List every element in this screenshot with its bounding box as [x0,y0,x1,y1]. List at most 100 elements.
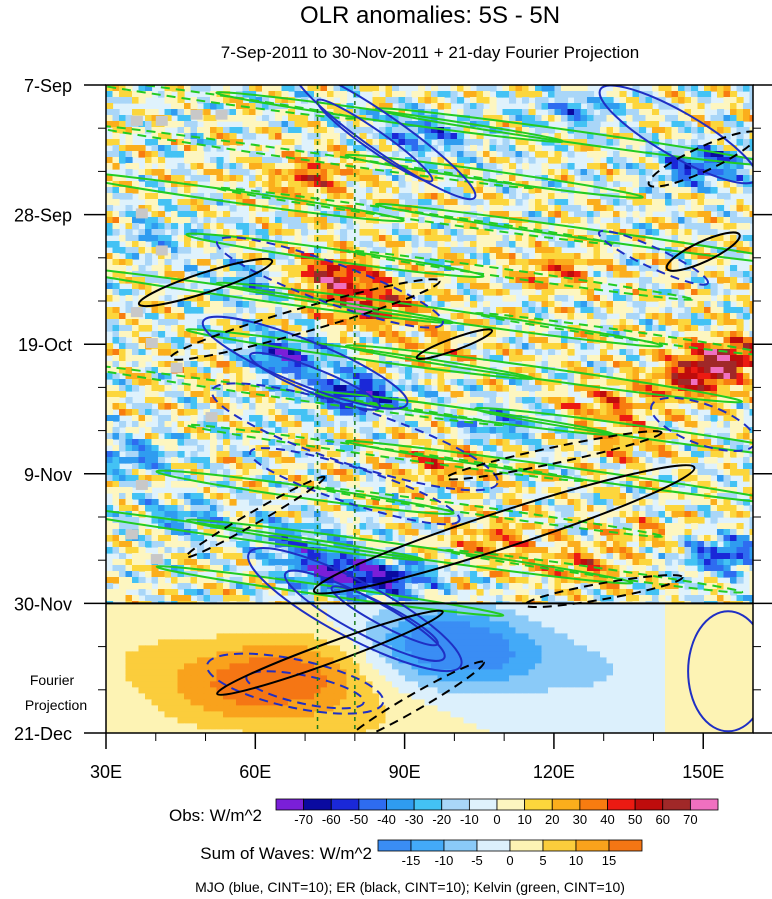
obs-cell [606,109,614,116]
obs-cell [749,283,753,290]
obs-cell [613,235,621,242]
obs-cell [600,325,608,332]
obs-cell [405,193,413,200]
obs-cell [463,91,471,98]
obs-cell [645,313,653,320]
obs-cell [671,451,679,458]
obs-cell [665,355,673,362]
obs-cell [275,295,283,302]
obs-cell [158,349,166,356]
obs-cell [476,457,484,464]
obs-cell [483,223,491,230]
obs-cell [658,91,666,98]
obs-cell [151,223,159,230]
obs-cell [346,169,354,176]
obs-cell [184,121,192,128]
obs-cell [125,331,133,338]
obs-cell [151,439,159,446]
obs-cell [132,355,140,362]
obs-cell [125,133,133,140]
obs-cell [307,175,315,182]
obs-cell [600,433,608,440]
obs-cell [294,409,302,416]
obs-cell [749,181,753,188]
obs-cell [697,193,705,200]
obs-cell [476,283,484,290]
obs-cell [236,385,244,392]
obs-cell [593,187,601,194]
obs-cell [294,205,302,212]
obs-cell [405,283,413,290]
obs-cell [613,127,621,134]
obs-cell [522,85,530,92]
obs-cell [515,271,523,278]
obs-cell [743,283,751,290]
obs-cell [723,421,731,428]
obs-cell [132,385,140,392]
obs-cell [281,133,289,140]
obs-cell [600,181,608,188]
obs-cell [515,379,523,386]
obs-cell [151,385,159,392]
obs-cell [333,361,341,368]
obs-cell [710,115,718,122]
obs-cell [593,163,601,170]
obs-cell [561,409,569,416]
obs-cell [697,361,705,368]
obs-cell [359,139,367,146]
obs-cell [522,223,530,230]
obs-cell [749,361,753,368]
obs-cell [515,433,523,440]
obs-cell [190,295,198,302]
obs-cell [697,163,705,170]
obs-cell [190,175,198,182]
obs-cell [392,283,400,290]
obs-cell [366,277,374,284]
obs-cell [444,331,452,338]
obs-cell [275,409,283,416]
obs-cell [249,391,257,398]
obs-cell [606,397,614,404]
obs-cell [554,439,562,446]
obs-cell [327,91,335,98]
obs-cell [210,343,218,350]
obs-cell [307,331,315,338]
obs-cell [723,217,731,224]
obs-cell [652,385,660,392]
obs-cell [645,133,653,140]
obs-cell [567,397,575,404]
obs-cell [197,139,205,146]
obs-cell [522,313,530,320]
obs-cell [723,445,731,452]
obs-cell [600,229,608,236]
obs-cell [171,391,179,398]
obs-cell [626,451,634,458]
obs-cell [580,175,588,182]
obs-cell [340,421,348,428]
obs-cell [255,397,263,404]
obs-cell [444,145,452,152]
obs-cell [639,361,647,368]
obs-cell [652,253,660,260]
obs-cell [158,277,166,284]
obs-cell [229,145,237,152]
obs-cell [223,133,231,140]
obs-cell [366,271,374,278]
obs-cell [398,427,406,434]
obs-cell [229,373,237,380]
obs-cell [717,373,725,380]
obs-cell [320,349,328,356]
obs-cell [372,145,380,152]
obs-cell [158,91,166,98]
obs-cell [281,367,289,374]
obs-cell [743,379,751,386]
obs-cell [658,223,666,230]
obs-cell [138,445,146,452]
obs-cell [749,247,753,254]
obs-cell [229,163,237,170]
obs-cell [632,115,640,122]
obs-cell [392,115,400,122]
obs-cell [691,409,699,416]
obs-cell [704,451,712,458]
obs-cell [301,403,309,410]
